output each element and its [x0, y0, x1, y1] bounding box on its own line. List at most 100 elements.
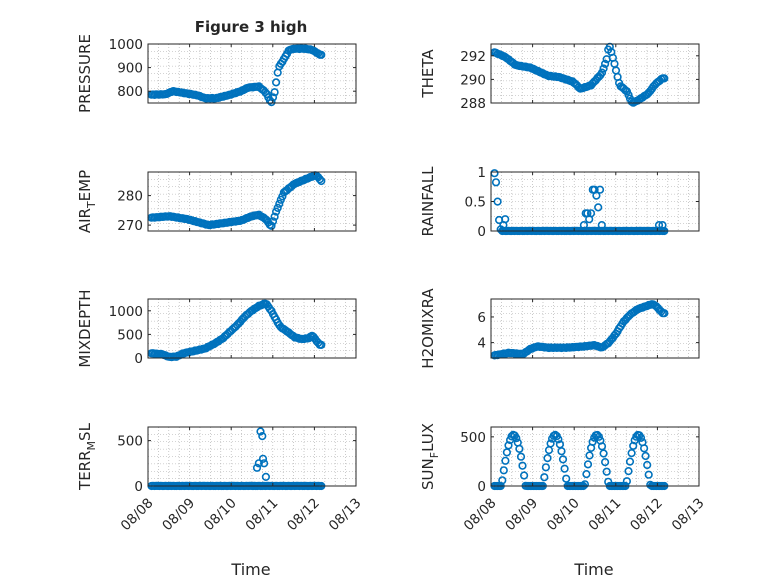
y-tick-label: 800 — [117, 84, 143, 100]
data-point — [268, 217, 278, 226]
y-axis-label: AIRTEMP — [76, 170, 98, 233]
y-tick-label: 288 — [460, 96, 486, 112]
data-point — [625, 457, 635, 466]
data-point — [641, 451, 650, 461]
data-point — [256, 427, 265, 436]
y-tick-label: 292 — [460, 49, 486, 65]
data-point — [643, 460, 652, 470]
y-tick-label: 1 — [477, 165, 486, 181]
data-point — [600, 59, 610, 69]
data-point — [540, 473, 549, 482]
y-tick-label: 0 — [134, 351, 143, 367]
data-point — [554, 435, 563, 444]
data-point — [588, 437, 597, 447]
data-point — [660, 74, 669, 83]
data-point — [562, 474, 571, 483]
data-point — [636, 433, 646, 442]
axes-frame — [490, 426, 700, 487]
chart-panel-2: 270 280 AIRTEMP — [76, 170, 357, 234]
data-point — [583, 460, 593, 469]
data-point — [261, 472, 271, 482]
data-point — [639, 444, 649, 453]
data-point — [627, 449, 636, 458]
data-point — [599, 449, 608, 458]
data-point — [491, 178, 501, 187]
axes-frame — [490, 298, 700, 359]
y-axis-label: PRESSURE — [76, 34, 94, 113]
chart-panel-5: 4 6 H2OMIXRA — [419, 288, 700, 369]
y-tick-label: 6 — [477, 310, 486, 326]
axes-frame — [147, 426, 357, 487]
data-point — [644, 470, 653, 479]
figure-title: Figure 3 high — [195, 18, 308, 36]
data-point — [624, 90, 633, 99]
y-axis-label: MIXDEPTH — [76, 289, 94, 367]
axes-frame — [147, 43, 357, 104]
chart-panel-3: 0 0.5 1 RAINFALL — [419, 165, 700, 240]
data-point — [579, 221, 589, 230]
y-axis-label: H2OMIXRA — [419, 288, 437, 369]
data-point — [317, 50, 326, 59]
data-point — [317, 340, 326, 350]
data-point — [493, 197, 502, 206]
data-point — [597, 221, 606, 230]
data-point — [518, 461, 527, 470]
chart-panel-1: 288 290 292 THETA — [419, 42, 700, 112]
data-point — [560, 464, 569, 473]
y-tick-label: 4 — [477, 336, 486, 352]
data-point — [592, 191, 601, 200]
data-point — [519, 471, 529, 480]
data-point — [597, 442, 607, 451]
data-point — [586, 209, 596, 218]
data-point — [594, 203, 603, 212]
data-point — [597, 68, 607, 77]
data-point — [599, 64, 608, 73]
data-point — [499, 221, 508, 230]
data-point — [654, 221, 664, 230]
data-point — [557, 447, 566, 456]
y-tick-label: 0 — [134, 479, 143, 495]
data-point — [501, 456, 510, 465]
y-tick-label: 0 — [477, 479, 486, 495]
axes-frame — [147, 298, 357, 359]
data-point — [252, 463, 262, 472]
data-point — [543, 454, 552, 463]
data-point — [254, 459, 263, 468]
data-point — [270, 88, 279, 97]
axes-frame — [147, 171, 357, 232]
chart-panel-4: 0 500 1000 MIXDEPTH — [76, 289, 357, 368]
data-point — [317, 176, 326, 186]
data-point — [499, 466, 508, 475]
data-point — [275, 199, 284, 208]
y-tick-label: 270 — [117, 218, 143, 234]
data-point — [273, 203, 282, 212]
data-point — [267, 97, 276, 107]
axes-frame — [490, 43, 700, 104]
data-point — [658, 221, 667, 230]
data-point — [558, 455, 568, 464]
data-point — [498, 476, 507, 485]
x-axis-label-right: Time — [573, 560, 613, 579]
data-point — [272, 78, 281, 87]
data-point — [512, 434, 521, 443]
data-point — [580, 480, 590, 489]
data-point — [258, 432, 267, 441]
y-tick-label: 290 — [460, 72, 486, 88]
y-tick-label: 0 — [477, 224, 486, 240]
y-axis-label: TERRMSL — [76, 422, 98, 491]
y-tick-label: 900 — [117, 61, 143, 77]
data-point — [624, 467, 633, 476]
data-point — [258, 454, 268, 463]
data-point — [595, 185, 605, 194]
data-point — [515, 444, 524, 454]
y-tick-label: 1000 — [109, 304, 143, 320]
y-axis-label: RAINFALL — [419, 166, 437, 237]
data-point — [546, 439, 555, 448]
data-point — [267, 221, 276, 230]
data-point — [602, 467, 611, 476]
data-point — [600, 458, 610, 467]
y-axis-label: THETA — [419, 49, 437, 99]
y-axis-label: SUNFLUX — [419, 423, 441, 490]
data-point — [582, 470, 591, 479]
